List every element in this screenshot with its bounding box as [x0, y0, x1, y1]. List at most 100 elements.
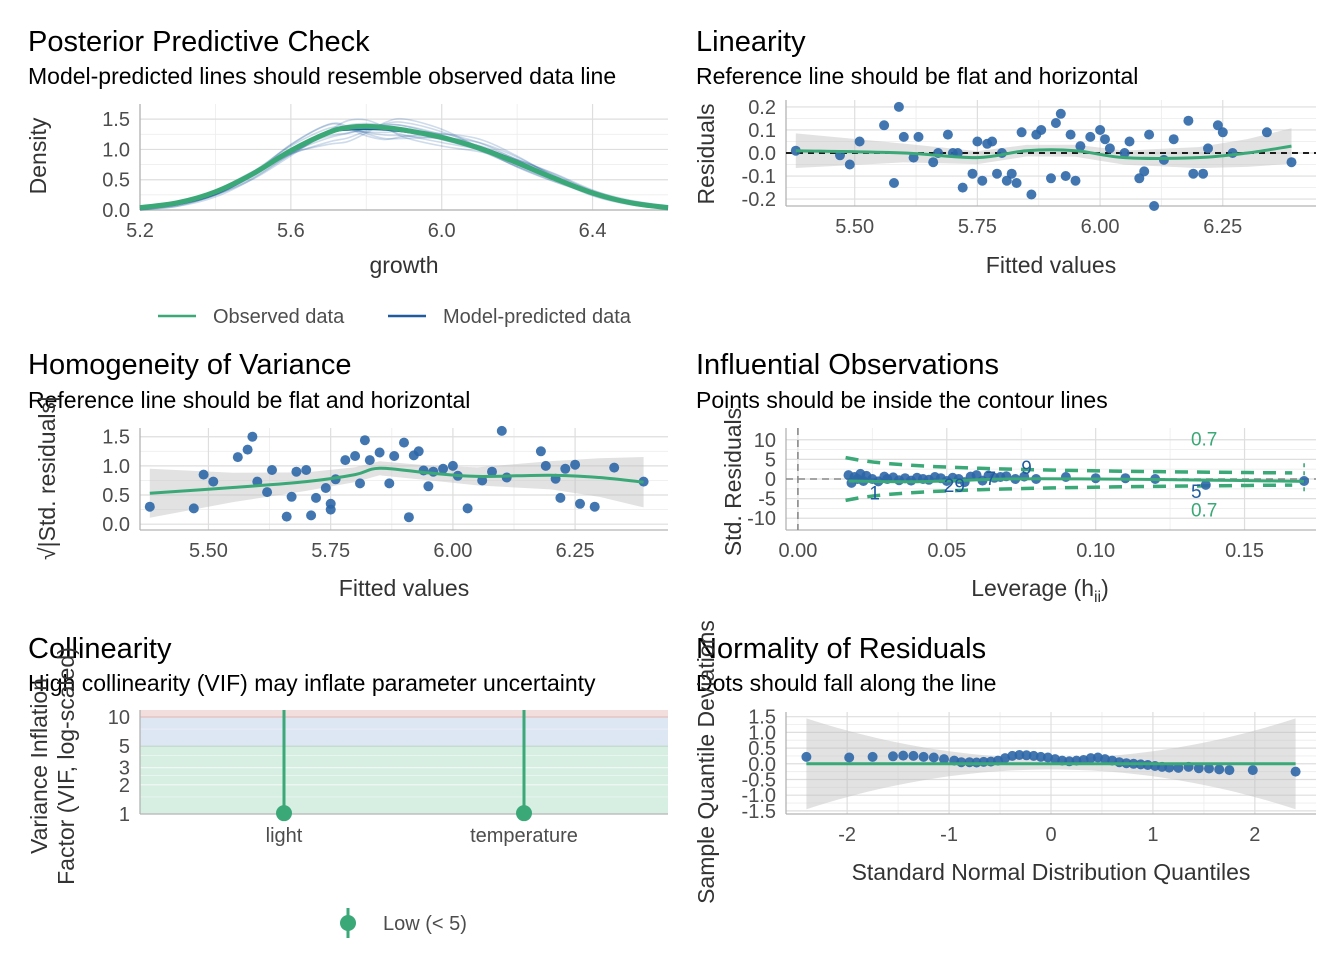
influential-x-label-main: Leverage (h [971, 575, 1094, 601]
homogeneity-point [462, 503, 473, 514]
homogeneity-point [413, 446, 424, 457]
normality-point [1214, 764, 1225, 775]
normality-point [888, 751, 898, 762]
homogeneity-x-tick-label: 6.25 [556, 540, 595, 562]
homogeneity-point [291, 466, 302, 477]
collinearity-zone [140, 710, 668, 717]
influential-point [1200, 479, 1211, 490]
collinearity-y-tick-label: 10 [108, 707, 130, 729]
normality-point [1247, 765, 1258, 776]
influential-subtitle: Points should be inside the contour line… [696, 387, 1108, 413]
linearity-point [1149, 201, 1160, 211]
ppc-x-tick-label: 5.2 [126, 220, 154, 242]
homogeneity-confidence-band [149, 457, 644, 518]
linearity-point [1261, 127, 1272, 138]
homogeneity-point [535, 446, 546, 457]
normality-point [1173, 762, 1184, 773]
linearity-x-tick-label: 6.25 [1203, 216, 1242, 238]
homogeneity-point [198, 469, 209, 480]
influential-point-label: 5 [1191, 482, 1202, 503]
linearity-title: Linearity [696, 26, 806, 58]
homogeneity-point [242, 444, 253, 455]
influential-title: Influential Observations [696, 349, 999, 381]
linearity-y-tick-label: -0.1 [742, 166, 776, 188]
homogeneity-point [384, 478, 395, 489]
influential-smooth-line [848, 477, 1305, 484]
homogeneity-point [262, 487, 273, 498]
collinearity-y-tick-label: 3 [119, 758, 130, 780]
linearity-point [1046, 173, 1056, 184]
linearity-y-tick-label: -0.2 [742, 189, 776, 211]
normality-y-label: Sample Quantile Deviations [693, 620, 719, 904]
linearity-y-tick-label: 0.2 [748, 97, 776, 119]
linearity-point [889, 178, 899, 188]
homogeneity-x-tick-label: 5.75 [311, 540, 350, 562]
normality-y-tick-label: 0.0 [748, 754, 776, 776]
collinearity-point-temperature [516, 805, 532, 822]
normality-point [1021, 750, 1032, 761]
homogeneity-subtitle: Reference line should be flat and horizo… [28, 387, 470, 413]
normality-point [844, 752, 855, 763]
collinearity-x-tick-label: light [266, 825, 303, 847]
ppc-panel: 0.0 0.5 1.0 1.5 5.2 5.6 6.0 6.4 [102, 104, 669, 242]
homogeneity-point [555, 492, 566, 503]
ppc-predicted-draw [139, 126, 669, 211]
linearity-point [1085, 131, 1096, 142]
influential-x-tick-label: 0.10 [1076, 540, 1115, 562]
influential-y-tick-label: 5 [765, 449, 776, 471]
linearity-point [1011, 178, 1022, 188]
legend-observed-label: Observed data [213, 306, 345, 328]
linearity-point [1139, 166, 1150, 177]
linearity-point [1217, 127, 1228, 138]
linearity-point [1212, 120, 1223, 131]
normality-point [939, 754, 949, 765]
homogeneity-x-label: Fitted values [339, 575, 469, 601]
influential-y-tick-label: -10 [747, 508, 776, 530]
influential-y-tick-label: 10 [754, 430, 776, 452]
homogeneity-point [609, 462, 620, 473]
influential-y-label: Std. Residuals [720, 408, 746, 556]
homogeneity-point [403, 512, 414, 523]
homogeneity-point [496, 425, 507, 436]
influential-x-tick-label: 0.15 [1225, 540, 1264, 562]
linearity-point [1050, 118, 1061, 128]
linearity-point [1104, 143, 1115, 154]
linearity-y-tick-label: 0.1 [748, 120, 776, 142]
linearity-point [1119, 148, 1130, 158]
linearity-subtitle: Reference line should be flat and horizo… [696, 63, 1138, 89]
homogeneity-y-label: √|Std. residuals| [34, 396, 60, 560]
linearity-point [1124, 136, 1135, 147]
collinearity-y-tick-label: 1 [119, 804, 130, 826]
influential-point-label: 7 [985, 469, 996, 490]
legend-low-label: Low (< 5) [383, 913, 467, 935]
linearity-point [972, 136, 983, 147]
influential-point-label: 9 [1021, 458, 1032, 479]
homogeneity-point [589, 501, 600, 512]
homogeneity-point [247, 431, 258, 442]
normality-point [801, 751, 812, 762]
collinearity-x-tick-label: temperature [470, 825, 578, 847]
linearity-point [1183, 115, 1194, 126]
collinearity-title: Collinearity [28, 633, 172, 665]
normality-y-tick-label: -0.5 [742, 769, 776, 791]
homogeneity-point [487, 466, 497, 477]
homogeneity-point [340, 455, 351, 466]
linearity-x-tick-label: 5.50 [835, 216, 874, 238]
homogeneity-point [311, 492, 321, 503]
linearity-point [1286, 157, 1297, 168]
collinearity-y-label-2: Factor (VIF, log-scaled) [53, 647, 79, 885]
ppc-title: Posterior Predictive Check [28, 26, 370, 58]
linearity-point [898, 131, 909, 142]
normality-x-tick-label: -2 [838, 824, 856, 846]
normality-subtitle: Dots should fall along the line [696, 670, 996, 696]
homogeneity-point [399, 437, 409, 448]
influential-x-label-end: ) [1101, 575, 1109, 601]
linearity-point [913, 131, 924, 142]
ppc-y-label: Density [25, 117, 51, 194]
homogeneity-point [286, 491, 297, 502]
linearity-point [1006, 168, 1017, 179]
homogeneity-x-tick-label: 6.00 [433, 540, 472, 562]
normality-y-tick-label: 1.5 [748, 707, 776, 729]
linearity-point [967, 168, 978, 179]
